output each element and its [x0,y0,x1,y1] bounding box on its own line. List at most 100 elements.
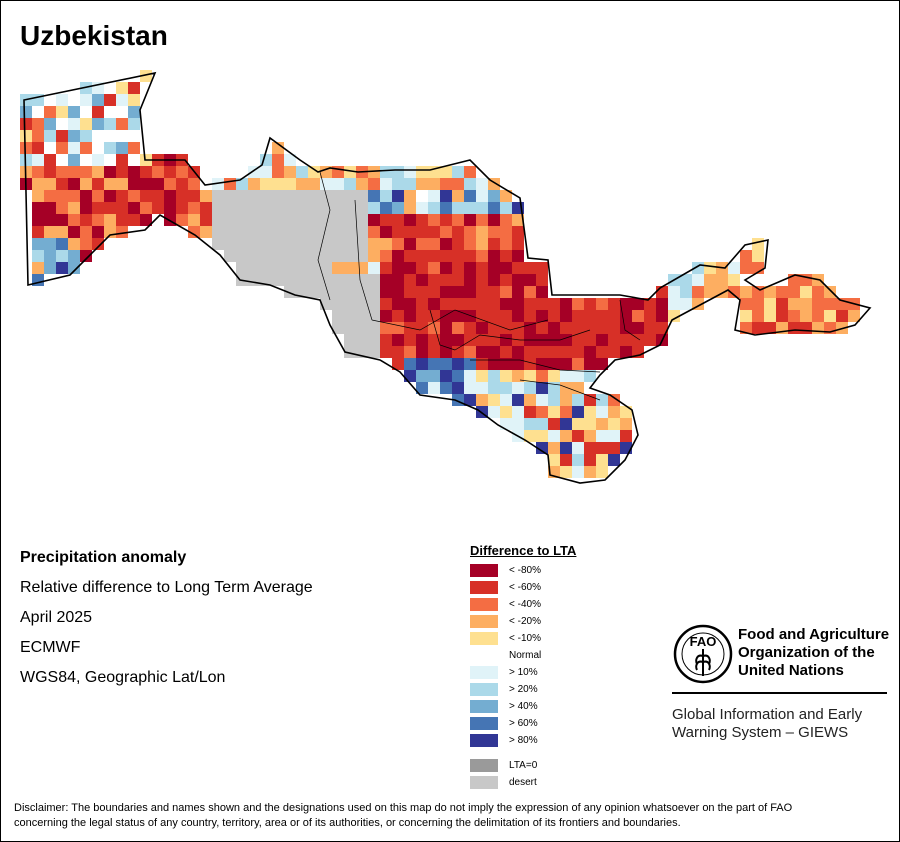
map-cell [344,322,356,334]
map-cell [80,250,92,262]
map-cell [584,334,596,346]
map-cell [284,166,296,178]
map-cell [536,346,548,358]
map-cell [68,190,80,202]
map-cell [572,418,584,430]
map-cell [248,214,260,226]
map-cell [488,226,500,238]
map-cell [440,370,452,382]
map-cell [344,286,356,298]
map-cell [488,322,500,334]
map-cell [584,418,596,430]
map-cell [236,238,248,250]
map-cell [68,106,80,118]
map-cell [116,178,128,190]
map-cell [512,418,524,430]
map-cell [248,238,260,250]
map-cell [464,298,476,310]
map-cell [320,226,332,238]
map-cell [548,370,560,382]
map-cell [464,310,476,322]
map-cell [452,322,464,334]
map-cell [440,274,452,286]
map-cell [476,382,488,394]
map-cell [404,178,416,190]
legend-label: < -80% [509,565,541,576]
map-cell [380,274,392,286]
precipitation-map [20,70,872,484]
map-cell [236,262,248,274]
map-cell [32,226,44,238]
map-cell [68,166,80,178]
map-cell [80,178,92,190]
map-cell [356,226,368,238]
map-cell [404,370,416,382]
map-cell [548,418,560,430]
map-cell [20,118,32,130]
map-cell [524,346,536,358]
map-cell [560,418,572,430]
map-cell [356,238,368,250]
map-cell [416,214,428,226]
map-cell [356,214,368,226]
map-cell [596,466,608,478]
map-cell [68,178,80,190]
map-cell [488,250,500,262]
map-cell [320,178,332,190]
map-cell [368,226,380,238]
map-cell [536,322,548,334]
map-cell [356,286,368,298]
map-cell [500,238,512,250]
map-cell [248,178,260,190]
map-cell [512,262,524,274]
map-cell [44,178,56,190]
map-cell [440,334,452,346]
map-cell [188,214,200,226]
map-cell [56,250,68,262]
map-cell [272,226,284,238]
map-cell [272,166,284,178]
map-cell [464,334,476,346]
map-cell [584,346,596,358]
map-cell [392,202,404,214]
map-cell [20,106,32,118]
map-cell [356,322,368,334]
map-cell [212,214,224,226]
legend-item-9: > 60% [470,716,576,733]
map-cell [404,310,416,322]
map-cell [572,298,584,310]
map-cell [344,250,356,262]
map-cell [560,454,572,466]
map-cell [740,262,752,274]
map-cell [416,262,428,274]
map-cell [344,262,356,274]
map-cell [452,274,464,286]
map-cell [500,310,512,322]
map-cell [512,370,524,382]
map-cell [536,310,548,322]
map-cell [32,202,44,214]
map-cell [764,286,776,298]
legend-item-10: > 80% [470,733,576,750]
map-cell [116,94,128,106]
map-cell [128,142,140,154]
map-cell [644,310,656,322]
map-cell [344,298,356,310]
map-cell [596,418,608,430]
map-cell [284,262,296,274]
map-cell [596,406,608,418]
map-cell [476,394,488,406]
map-cell [500,382,512,394]
map-cell [596,454,608,466]
map-cell [140,214,152,226]
map-cell [764,310,776,322]
map-cell [272,214,284,226]
map-cell [608,322,620,334]
map-cell [452,298,464,310]
map-cell [488,334,500,346]
map-cell [128,166,140,178]
map-cell [284,178,296,190]
map-cell [416,298,428,310]
map-cell [260,226,272,238]
map-cell [632,310,644,322]
